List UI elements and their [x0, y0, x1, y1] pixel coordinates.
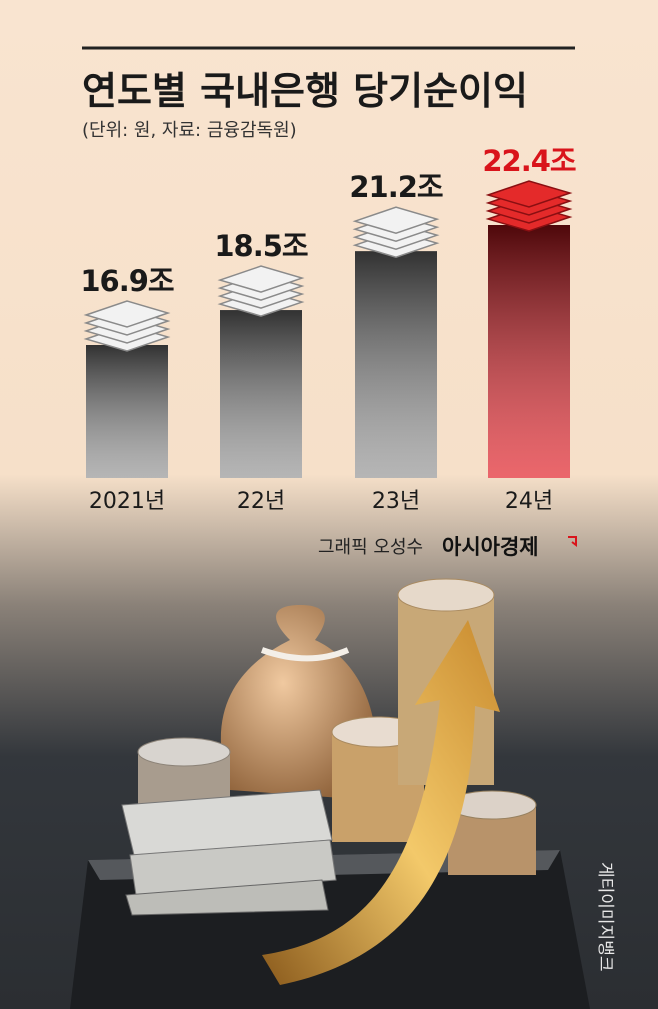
value-label: 16.9조 — [80, 264, 174, 298]
money-bill — [217, 265, 305, 293]
x-tick-label: 24년 — [505, 489, 553, 514]
chart-title: 연도별 국내은행 당기순이익 — [82, 69, 528, 113]
coin-stack-right — [447, 790, 537, 875]
money-stack — [352, 206, 440, 258]
money-stack — [485, 180, 573, 232]
bar-shade — [86, 345, 168, 478]
x-tick-label: 22년 — [237, 489, 285, 514]
money-bill — [83, 300, 171, 328]
value-label: 18.5조 — [214, 229, 308, 263]
money-bill — [485, 180, 573, 208]
money-stack — [217, 265, 305, 317]
value-label: 22.4조 — [482, 144, 576, 178]
publisher-logo — [568, 536, 577, 547]
photo-credit: 게티이미지뱅크 — [595, 862, 615, 971]
chart-subtitle: (단위: 원, 자료: 금융감독원) — [82, 120, 297, 141]
credit-publisher: 아시아경제 — [442, 535, 539, 559]
x-tick-label: 2021년 — [89, 489, 165, 514]
x-tick-label: 23년 — [372, 489, 420, 514]
bar-shade — [355, 251, 437, 478]
bar-shade — [488, 225, 570, 478]
credit-graphic: 그래픽 오성수 — [318, 537, 423, 558]
bar-shade — [220, 310, 302, 478]
illustration — [70, 578, 590, 1009]
bag-string — [260, 647, 350, 662]
cash-bundles — [121, 789, 337, 916]
growth-arrow — [262, 620, 500, 985]
money-stack — [83, 300, 171, 352]
bars: 16.9조 2021년 18.5조 22년 21.2조 23년 22.4조 24년 — [80, 144, 577, 514]
money-bill — [352, 206, 440, 234]
value-label: 21.2조 — [349, 170, 443, 204]
